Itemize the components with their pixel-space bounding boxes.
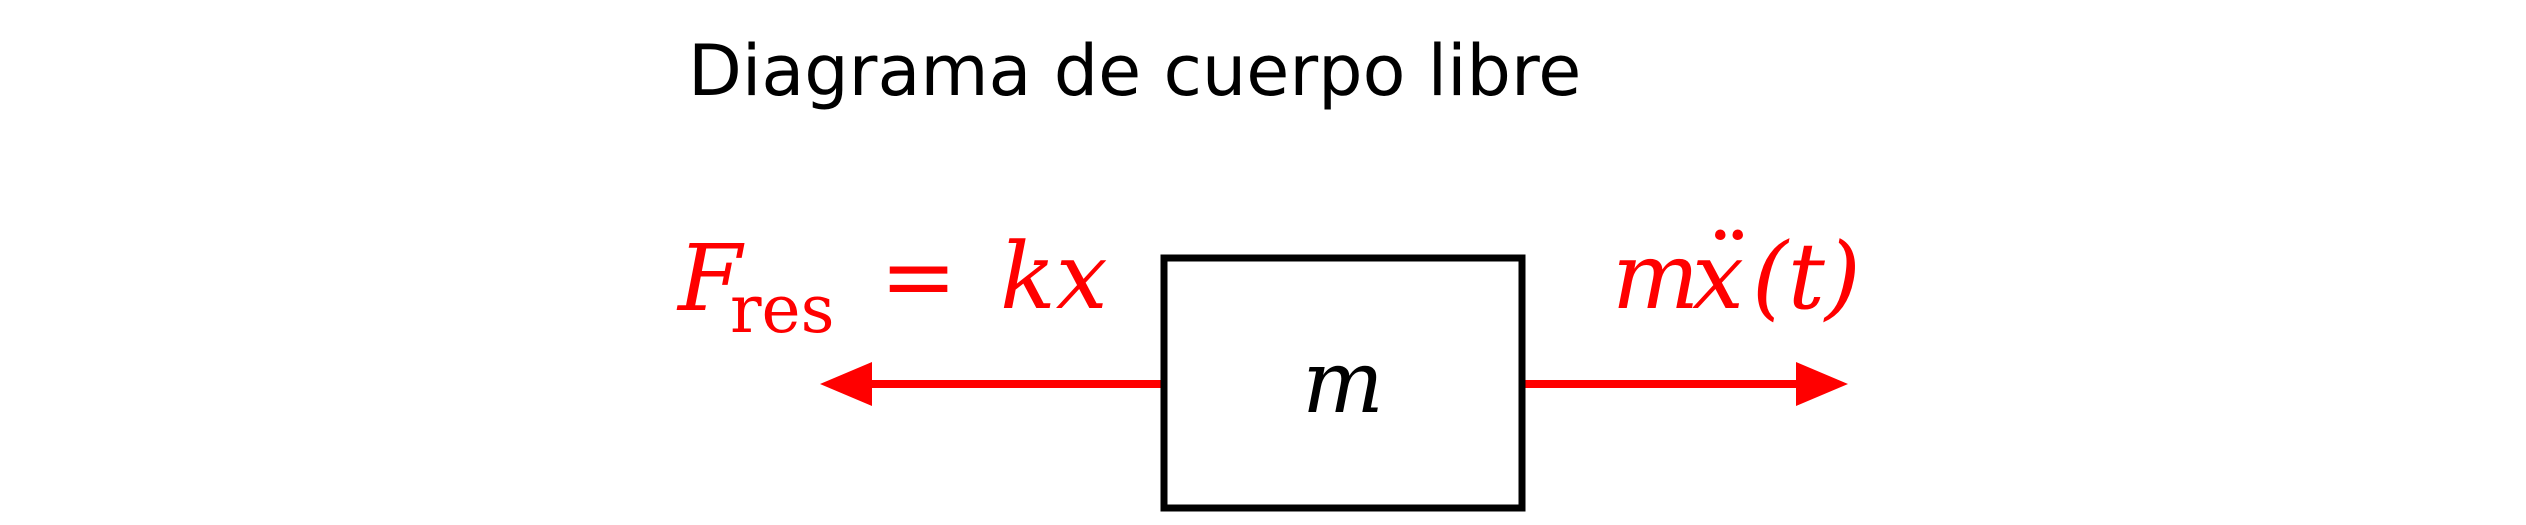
left-arrowhead [820,362,872,406]
inertial-force-label: m x ¨ (t) [1612,215,1861,330]
force-symbol: F [676,225,745,332]
inertia-argument: (t) [1752,223,1861,330]
equals-sign: = [880,223,957,330]
force-subscript: res [730,271,834,348]
mass-block [1160,254,1526,512]
double-dot-accent: ¨ [1706,215,1752,322]
inertia-variable: x [1692,223,1744,330]
left-force-arrow [820,362,1162,406]
force-expression: kx [1000,223,1108,330]
restoring-force-label: F res = kx [676,223,1108,348]
right-force-arrow [1524,362,1848,406]
diagram-title: Diagrama de cuerpo libre [688,30,1582,112]
mass-label: m [1302,333,1384,433]
inertia-mass-symbol: m [1612,223,1699,330]
right-arrowhead [1796,362,1848,406]
